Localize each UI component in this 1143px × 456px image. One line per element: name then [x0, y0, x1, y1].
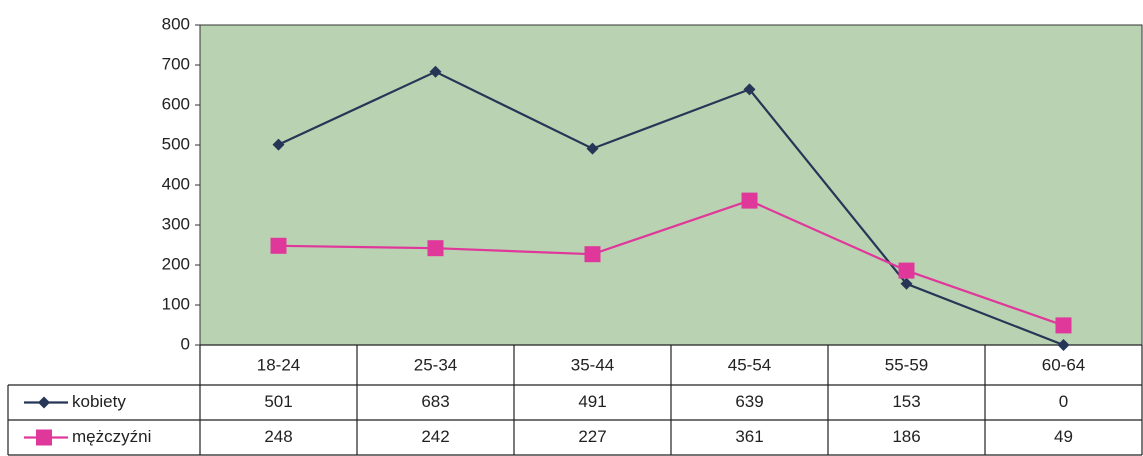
y-tick-label: 800: [162, 14, 190, 33]
series-line: [278, 199, 1064, 327]
x-tick-label: 18-24: [257, 355, 300, 374]
table-value: 0: [1059, 392, 1068, 411]
y-tick-label: 300: [162, 214, 190, 233]
point: [272, 138, 285, 151]
point: [741, 192, 758, 209]
x-tick-label: 45-54: [728, 355, 771, 374]
point: [586, 142, 599, 155]
plot-area: [199, 24, 1143, 346]
x-tick-label: 25-34: [414, 355, 457, 374]
table-value: 501: [264, 392, 292, 411]
table-value: 227: [578, 427, 606, 446]
legend-label: kobiety: [72, 392, 126, 411]
table-value: 248: [264, 427, 292, 446]
legend-marker: [36, 429, 52, 446]
point: [429, 65, 442, 78]
point: [427, 240, 444, 257]
point: [584, 246, 601, 263]
y-tick-label: 500: [162, 134, 190, 153]
point: [743, 83, 756, 96]
series-line: [278, 70, 1064, 347]
table-value: 639: [735, 392, 763, 411]
y-tick-label: 400: [162, 174, 190, 193]
table-value: 49: [1054, 427, 1073, 446]
y-tick-label: 200: [162, 254, 190, 273]
table-value: 683: [421, 392, 449, 411]
point: [900, 277, 913, 290]
x-tick-label: 55-59: [885, 355, 928, 374]
table-value: 242: [421, 427, 449, 446]
x-tick-label: 35-44: [571, 355, 614, 374]
point: [270, 237, 287, 254]
y-tick-label: 600: [162, 94, 190, 113]
point: [1055, 317, 1072, 334]
table-value: 153: [892, 392, 920, 411]
point: [1057, 339, 1070, 351]
legend-label: mężczyźni: [72, 427, 151, 446]
table-value: 186: [892, 427, 920, 446]
y-tick-label: 100: [162, 294, 190, 313]
legend-marker: [38, 396, 50, 409]
y-tick-label: 0: [181, 334, 190, 353]
table-value: 491: [578, 392, 606, 411]
y-tick-label: 700: [162, 54, 190, 73]
table-value: 361: [735, 427, 763, 446]
x-tick-label: 60-64: [1042, 355, 1085, 374]
point: [898, 262, 915, 279]
